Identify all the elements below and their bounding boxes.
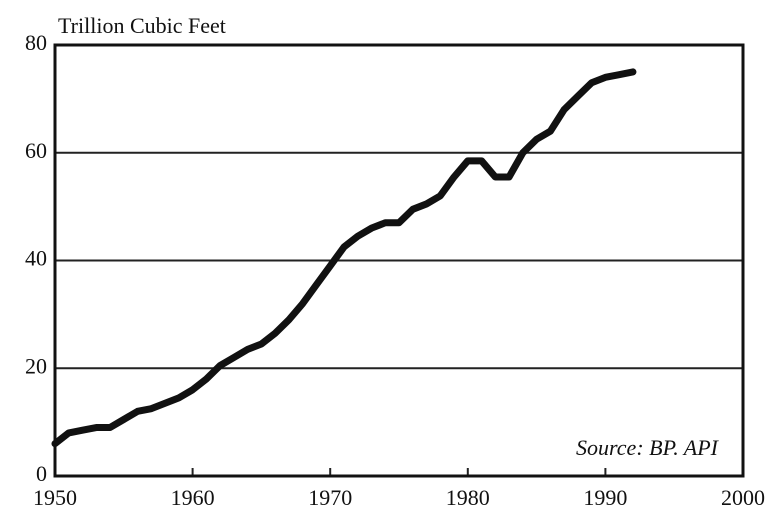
x-tick-label: 1960 <box>171 485 215 510</box>
y-tick-label: 40 <box>25 246 47 271</box>
y-tick-label: 20 <box>25 353 47 378</box>
y-tick-label: 60 <box>25 138 47 163</box>
source-annotation: Source: BP. API <box>576 435 720 460</box>
x-tick-label: 1970 <box>308 485 352 510</box>
y-tick-label: 0 <box>36 461 47 486</box>
y-tick-label: 80 <box>25 30 47 55</box>
x-tick-label: 2000 <box>721 485 765 510</box>
x-tick-label: 1980 <box>446 485 490 510</box>
x-tick-label: 1990 <box>583 485 627 510</box>
data-line <box>51 68 637 448</box>
plot-frame <box>53 43 745 478</box>
y-axis-label: Trillion Cubic Feet <box>58 13 226 38</box>
x-tick-label: 1950 <box>33 485 77 510</box>
